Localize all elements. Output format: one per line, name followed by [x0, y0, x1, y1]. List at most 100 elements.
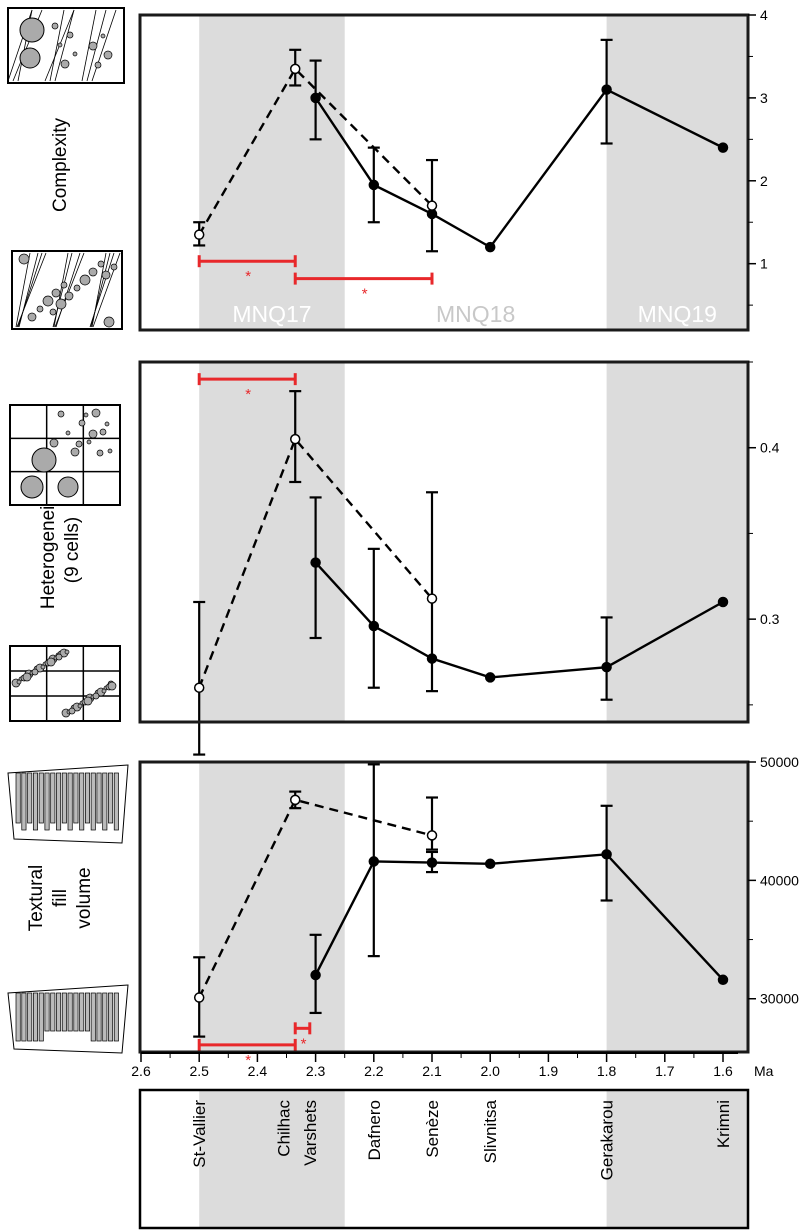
- site-label: St-Vallier: [190, 1100, 209, 1168]
- fill-bar: [15, 772, 21, 824]
- heterogeneity-low-pictogram: [9, 645, 121, 722]
- fill-bar: [96, 772, 102, 824]
- zone-shade: [606, 762, 748, 1052]
- fill-bar: [38, 992, 44, 1042]
- fill-bar: [44, 772, 50, 831]
- pit-dot: [18, 253, 30, 265]
- y-axis-label: volume: [74, 867, 95, 928]
- pit-dot: [60, 281, 68, 289]
- data-point-open: [426, 593, 438, 604]
- fill-bar: [79, 992, 85, 1032]
- data-point-filled: [717, 596, 729, 608]
- pit-dot: [92, 692, 100, 700]
- x-tick-label: 2.2: [364, 1063, 384, 1079]
- pit-dot: [72, 51, 78, 57]
- fill-bar: [108, 992, 114, 1042]
- pit-dot: [64, 649, 70, 655]
- y-tick-label: 40000: [760, 872, 799, 888]
- pit-dot: [49, 438, 59, 448]
- pit-dot: [88, 267, 98, 277]
- data-point-filled: [310, 557, 321, 568]
- x-tick-label: 1.6: [713, 1063, 733, 1079]
- y-tick-label: 0.3: [760, 611, 780, 627]
- zone-shade: [199, 15, 345, 330]
- zone-label: MNQ17: [232, 301, 311, 327]
- x-tick-label: 1.9: [539, 1063, 559, 1079]
- panels: MNQ17 MNQ18 MNQ19 * * 1 2 3 4 Complexity * 0.3 0.4 He…: [26, 7, 799, 1069]
- fill-bar: [32, 992, 38, 1042]
- fill-bar: [108, 772, 114, 824]
- series-line-dashed: [198, 436, 433, 689]
- site-label: Chilhac: [275, 1100, 294, 1157]
- pit-dot: [55, 298, 67, 310]
- fill-bar: [15, 992, 21, 1042]
- x-tick-label: 1.8: [597, 1063, 617, 1079]
- significance-star: *: [301, 1035, 307, 1052]
- pit-dot: [55, 653, 63, 661]
- fill-bar: [90, 992, 96, 1042]
- fill-bar: [113, 992, 119, 1042]
- fill-bar: [50, 772, 56, 824]
- fill-bar: [27, 772, 33, 824]
- pit-dot: [101, 270, 111, 280]
- pit-dot: [51, 22, 59, 30]
- pit-dot: [104, 421, 110, 427]
- fill-bar: [102, 992, 108, 1042]
- x-tick-label: 2.3: [306, 1063, 326, 1079]
- pit-dot: [78, 419, 86, 427]
- scratch-line: [49, 9, 65, 82]
- panel-1: MNQ17 MNQ18 MNQ19 * * 1 2 3 4 Complexity: [50, 7, 768, 332]
- scratch-line: [91, 9, 117, 82]
- fill-bar: [73, 772, 79, 824]
- y-tick-label: 50000: [760, 754, 799, 770]
- fill-bar: [96, 992, 102, 1042]
- panel-2: * 0.3 0.4 Heterogeneity (9 cells): [38, 360, 780, 756]
- fill-bar: [44, 992, 50, 1032]
- site-box: St-Vallier Chilhac Varshets Dafnero Senèze Sl…: [138, 1088, 750, 1230]
- fill-bar: [56, 992, 62, 1032]
- data-point-filled: [601, 84, 612, 95]
- pit-dot: [57, 410, 65, 418]
- data-point-filled: [368, 179, 380, 191]
- pit-dot: [57, 42, 63, 48]
- zone-shade: [199, 362, 345, 722]
- fill-bar: [61, 992, 67, 1032]
- pit-dot: [70, 447, 80, 457]
- fill-bar: [67, 772, 73, 831]
- x-tick-label: 2.1: [422, 1063, 442, 1079]
- fill-bar: [79, 772, 85, 831]
- fill-bar: [84, 992, 90, 1032]
- y-axis-label: fill: [50, 889, 71, 907]
- pit-dot: [51, 288, 61, 298]
- data-point-filled: [717, 142, 729, 153]
- pit-dot: [99, 428, 107, 436]
- x-tick-label: 2.5: [189, 1063, 209, 1079]
- y-tick-label: 4: [760, 7, 768, 23]
- y-tick-label: 3: [760, 90, 768, 106]
- fill-bar: [84, 772, 90, 824]
- data-point-filled: [368, 856, 380, 867]
- series-line-solid: [314, 853, 724, 981]
- site-label: Dafnero: [365, 1100, 384, 1160]
- significance-star: *: [362, 286, 368, 303]
- pit-dot: [31, 447, 57, 473]
- pit-dot: [16, 679, 22, 685]
- series-line-solid: [314, 561, 724, 679]
- pictogram-frame: [9, 645, 121, 722]
- x-axis-unit: Ma: [754, 1063, 774, 1079]
- site-zone-shade: [199, 1090, 345, 1228]
- significance-star: *: [245, 386, 251, 403]
- site-label: Krimni: [714, 1100, 733, 1148]
- pit-dot: [83, 412, 89, 418]
- fill-bar: [21, 992, 27, 1042]
- fill-bar: [32, 772, 38, 831]
- fill-bar: [90, 772, 96, 831]
- fill-bar: [50, 992, 56, 1032]
- pit-dot: [97, 260, 105, 268]
- zone-shade: [199, 762, 345, 1052]
- pit-dot: [73, 284, 81, 292]
- pit-dot: [94, 61, 102, 69]
- pictograms: [7, 7, 129, 1054]
- data-point-filled: [310, 92, 321, 104]
- y-axis-label: Heterogeneity (9 cells): [38, 490, 83, 609]
